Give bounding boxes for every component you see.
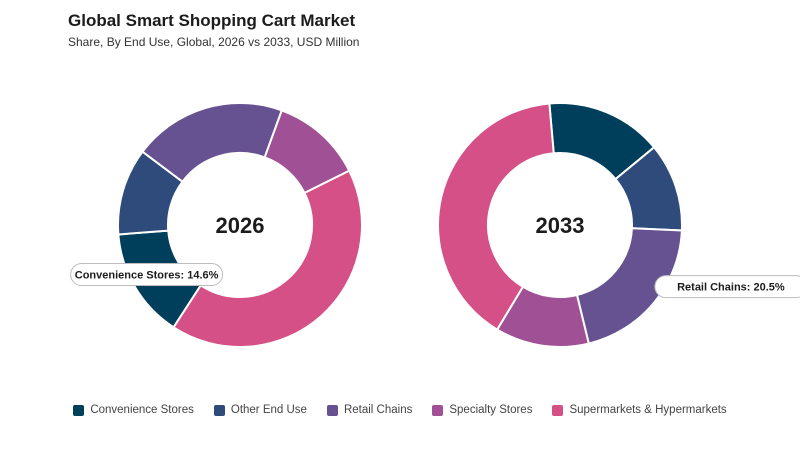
callout-box [70,263,224,287]
callout-text: Convenience Stores: 14.6% [75,270,219,282]
legend-swatch [326,404,338,416]
legend-swatch [432,404,444,416]
legend: Convenience Stores Other End Use Retail Ch… [0,404,800,416]
donut-slice[interactable] [437,102,555,331]
legend-item[interactable]: Supermarkets & Hypermarkets [552,404,727,416]
donut-center-label: 2026 [216,213,265,238]
legend-item[interactable]: Specialty Stores [432,404,532,416]
chart-subtitle: Share, By End Use, Global, 2026 vs 2033,… [68,35,360,49]
legend-label: Convenience Stores [90,404,194,416]
legend-swatch [73,404,85,416]
legend-label: Specialty Stores [449,404,533,416]
donut-slice[interactable] [172,169,363,348]
legend-item[interactable]: Convenience Stores [73,404,194,416]
callout-box [654,275,800,299]
chart-title: Global Smart Shopping Cart Market [68,11,356,30]
donut-center-label: 2033 [536,213,585,238]
legend-item[interactable]: Retail Chains [326,404,413,416]
legend-swatch [552,404,564,416]
slice-callout: Retail Chains: 20.5% [654,275,800,299]
legend-label: Retail Chains [343,404,413,416]
legend-swatch [213,404,225,416]
slice-callout: Convenience Stores: 14.6% [70,263,224,287]
legend-label: Supermarkets & Hypermarkets [569,404,727,416]
legend-label: Other End Use [230,404,307,416]
legend-item[interactable]: Other End Use [213,404,307,416]
donut-charts: 2026 Convenience Stores: 14.6% 2033 Retail … [70,102,800,348]
callout-text: Retail Chains: 20.5% [677,282,785,294]
